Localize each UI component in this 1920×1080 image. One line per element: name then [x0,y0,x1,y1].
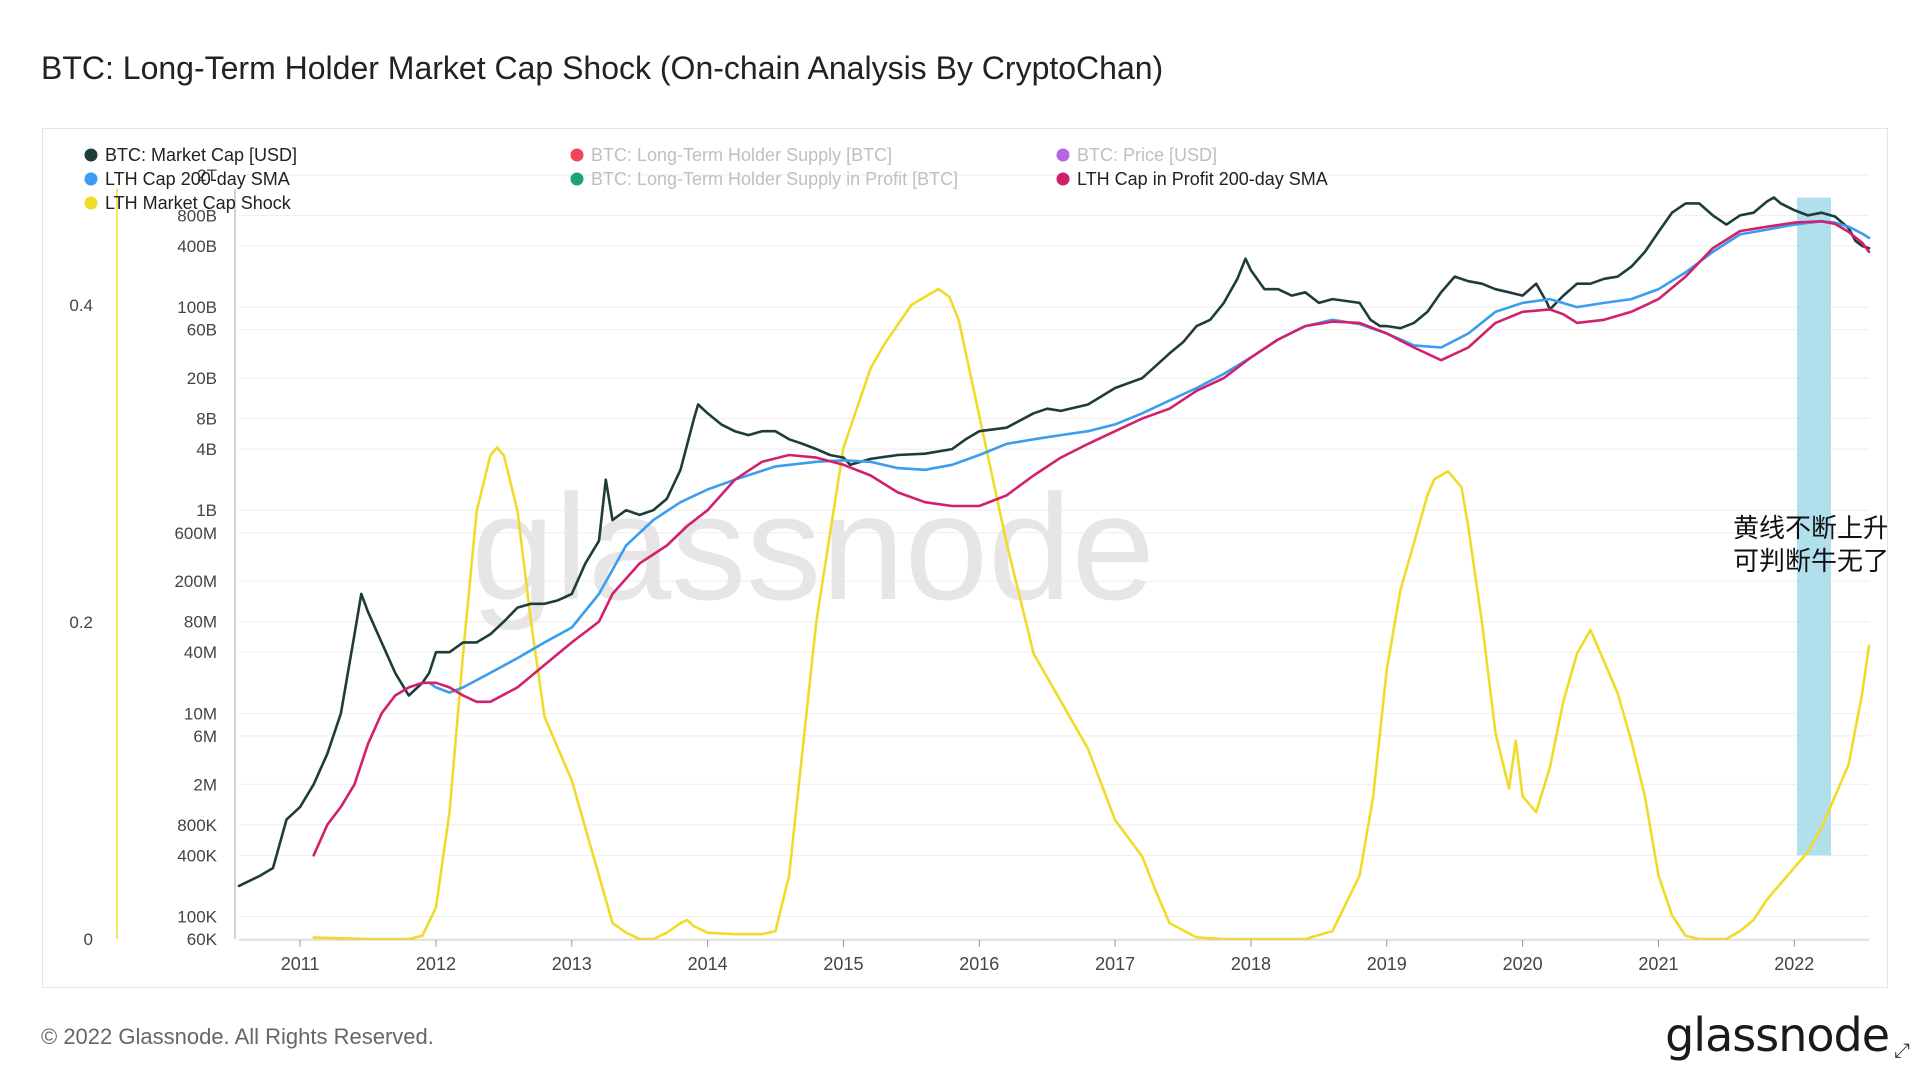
legend-item[interactable]: BTC: Long-Term Holder Supply in Profit [… [570,169,959,189]
legend-dot-icon [1056,172,1070,186]
series-lth-market-cap-shock[interactable] [312,287,1871,941]
copyright: © 2022 Glassnode. All Rights Reserved. [41,1024,434,1049]
x-tick-label: 2022 [1774,954,1814,974]
series-btc-market-cap-usd[interactable] [237,196,1871,888]
legend-label: BTC: Market Cap [USD] [105,145,297,165]
x-tick-label: 2016 [959,954,999,974]
right-tick-label: 800B [177,206,217,225]
left-tick-label: 0.4 [69,296,93,315]
legend-dot-icon [84,196,98,210]
right-tick-label: 100K [177,907,217,926]
right-tick-label: 60B [187,321,217,340]
watermark: glassnode [471,463,1155,631]
x-tick-label: 2013 [552,954,592,974]
right-tick-label: 80M [184,613,217,632]
legend-item[interactable]: BTC: Long-Term Holder Supply [BTC] [570,145,893,165]
right-tick-label: 800K [177,816,217,835]
x-tick-label: 2012 [416,954,456,974]
legend: BTC: Market Cap [USD] LTH Cap 200-day SMA… [84,145,1328,213]
right-tick-label: 40M [184,643,217,662]
gridlines [239,174,1869,940]
right-tick-label: 6M [193,727,217,746]
chart-frame: glassnode 0 0.2 0.4 60K 100K 400K 800K 2M 6M 10M… [42,128,1896,988]
legend-label: LTH Market Cap Shock [105,193,292,213]
right-tick-label: 10M [184,704,217,723]
x-tick-label: 2019 [1367,954,1407,974]
x-tick-label: 2014 [688,954,728,974]
legend-item[interactable]: BTC: Market Cap [USD] [84,145,298,165]
x-tick-label: 2015 [823,954,863,974]
right-tick-label: 400K [177,846,217,865]
right-tick-label: 20B [187,369,217,388]
legend-dot-icon [84,172,98,186]
left-tick-label: 0 [84,930,93,949]
right-tick-label: 200M [174,572,217,591]
annotation-line-1: 黄线不断上升, [1733,513,1887,543]
right-tick-label: 60K [187,930,218,949]
left-tick-label: 0.2 [69,613,93,632]
left-axis: 0 0.2 0.4 [69,189,118,949]
legend-dot-icon [1056,148,1070,162]
right-tick-label: 2M [193,775,217,794]
highlight-band [1797,197,1831,856]
right-tick-label: 600M [174,524,217,543]
right-tick-label: 100B [177,298,217,317]
right-tick-label: 8B [196,410,217,429]
x-tick-label: 2017 [1095,954,1135,974]
legend-label: LTH Cap 200-day SMA [105,169,290,189]
series-layer [237,196,1871,941]
legend-item[interactable]: LTH Cap in Profit 200-day SMA [1056,169,1328,189]
x-tick-label: 2018 [1231,954,1271,974]
right-tick-label: 400B [177,237,217,256]
legend-dot-icon [570,148,584,162]
legend-dot-icon [84,148,98,162]
expand-icon[interactable]: ⤢ [1894,1040,1910,1062]
legend-item[interactable]: LTH Market Cap Shock [84,193,292,213]
annotation-line-2: 可判断牛无了 [1733,546,1887,576]
series-lth-cap-200-day-sma[interactable] [427,220,1871,694]
right-axis: 60K 100K 400K 800K 2M 6M 10M 40M 80M 200M 600M 1B 4B… [174,166,236,949]
right-tick-label: 2T [197,166,217,185]
right-tick-label: 1B [196,501,217,520]
legend-label: BTC: Long-Term Holder Supply in Profit [… [591,169,958,189]
legend-item[interactable]: BTC: Price [USD] [1056,145,1218,165]
legend-label: BTC: Price [USD] [1077,145,1217,165]
right-tick-label: 4B [196,440,217,459]
legend-label: LTH Cap in Profit 200-day SMA [1077,169,1328,189]
legend-dot-icon [570,172,584,186]
x-axis: 2011 2012 2013 2014 2015 2016 2017 2018 2019 2020… [239,939,1869,974]
x-tick-label: 2011 [281,954,320,974]
series-lth-cap-in-profit-200-day-sma[interactable] [312,220,1871,857]
x-tick-label: 2020 [1503,954,1543,974]
x-tick-label: 2021 [1638,954,1678,974]
chart-svg[interactable]: glassnode 0 0.2 0.4 60K 100K 400K 800K 2M 6M 10M… [43,129,1896,987]
legend-label: BTC: Long-Term Holder Supply [BTC] [591,145,892,165]
legend-item[interactable]: LTH Cap 200-day SMA [84,169,290,189]
brand-logo: glassnode [1665,1008,1890,1062]
page-title: BTC: Long-Term Holder Market Cap Shock (… [41,50,1164,86]
